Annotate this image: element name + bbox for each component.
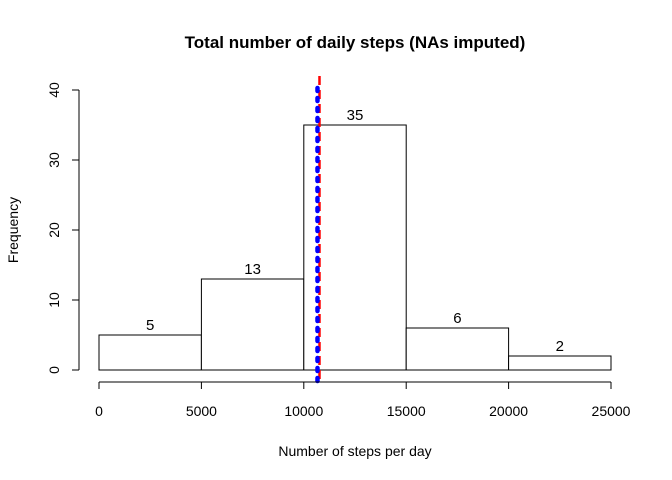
- reference-lines-group: [315, 76, 321, 385]
- histogram-bar: [98, 334, 202, 371]
- y-tick-label: 30: [46, 152, 62, 168]
- x-tick-label: 15000: [387, 403, 426, 419]
- x-tick-label: 10000: [284, 403, 323, 419]
- x-tick-label: 0: [95, 403, 103, 419]
- bar-count-label: 13: [244, 261, 261, 278]
- histogram-bar: [303, 124, 407, 371]
- histogram-bar: [508, 355, 612, 371]
- y-tick-label: 40: [46, 82, 62, 98]
- y-tick-label: 10: [46, 292, 62, 308]
- bar-count-label: 2: [556, 338, 564, 355]
- bar-count-label: 6: [453, 310, 461, 327]
- histogram-bar: [200, 278, 305, 371]
- bars-group: [98, 124, 612, 371]
- bar-count-label: 35: [347, 107, 364, 124]
- x-tick-label: 5000: [186, 403, 217, 419]
- histogram-bar: [405, 327, 510, 371]
- x-tick-label: 20000: [489, 403, 528, 419]
- y-axis: 0 10 20 30 40: [46, 82, 80, 374]
- y-tick-label: 0: [46, 366, 62, 374]
- chart-title: Total number of daily steps (NAs imputed…: [185, 33, 526, 52]
- x-axis-label: Number of steps per day: [278, 443, 431, 459]
- y-tick-label: 20: [46, 222, 62, 238]
- bar-labels-group: 5 13 35 6 2: [146, 107, 564, 355]
- x-axis: 0 5000 10000 15000 20000 25000: [95, 381, 631, 419]
- x-tick-label: 25000: [592, 403, 631, 419]
- bar-count-label: 5: [146, 317, 154, 334]
- y-axis-label: Frequency: [5, 197, 21, 263]
